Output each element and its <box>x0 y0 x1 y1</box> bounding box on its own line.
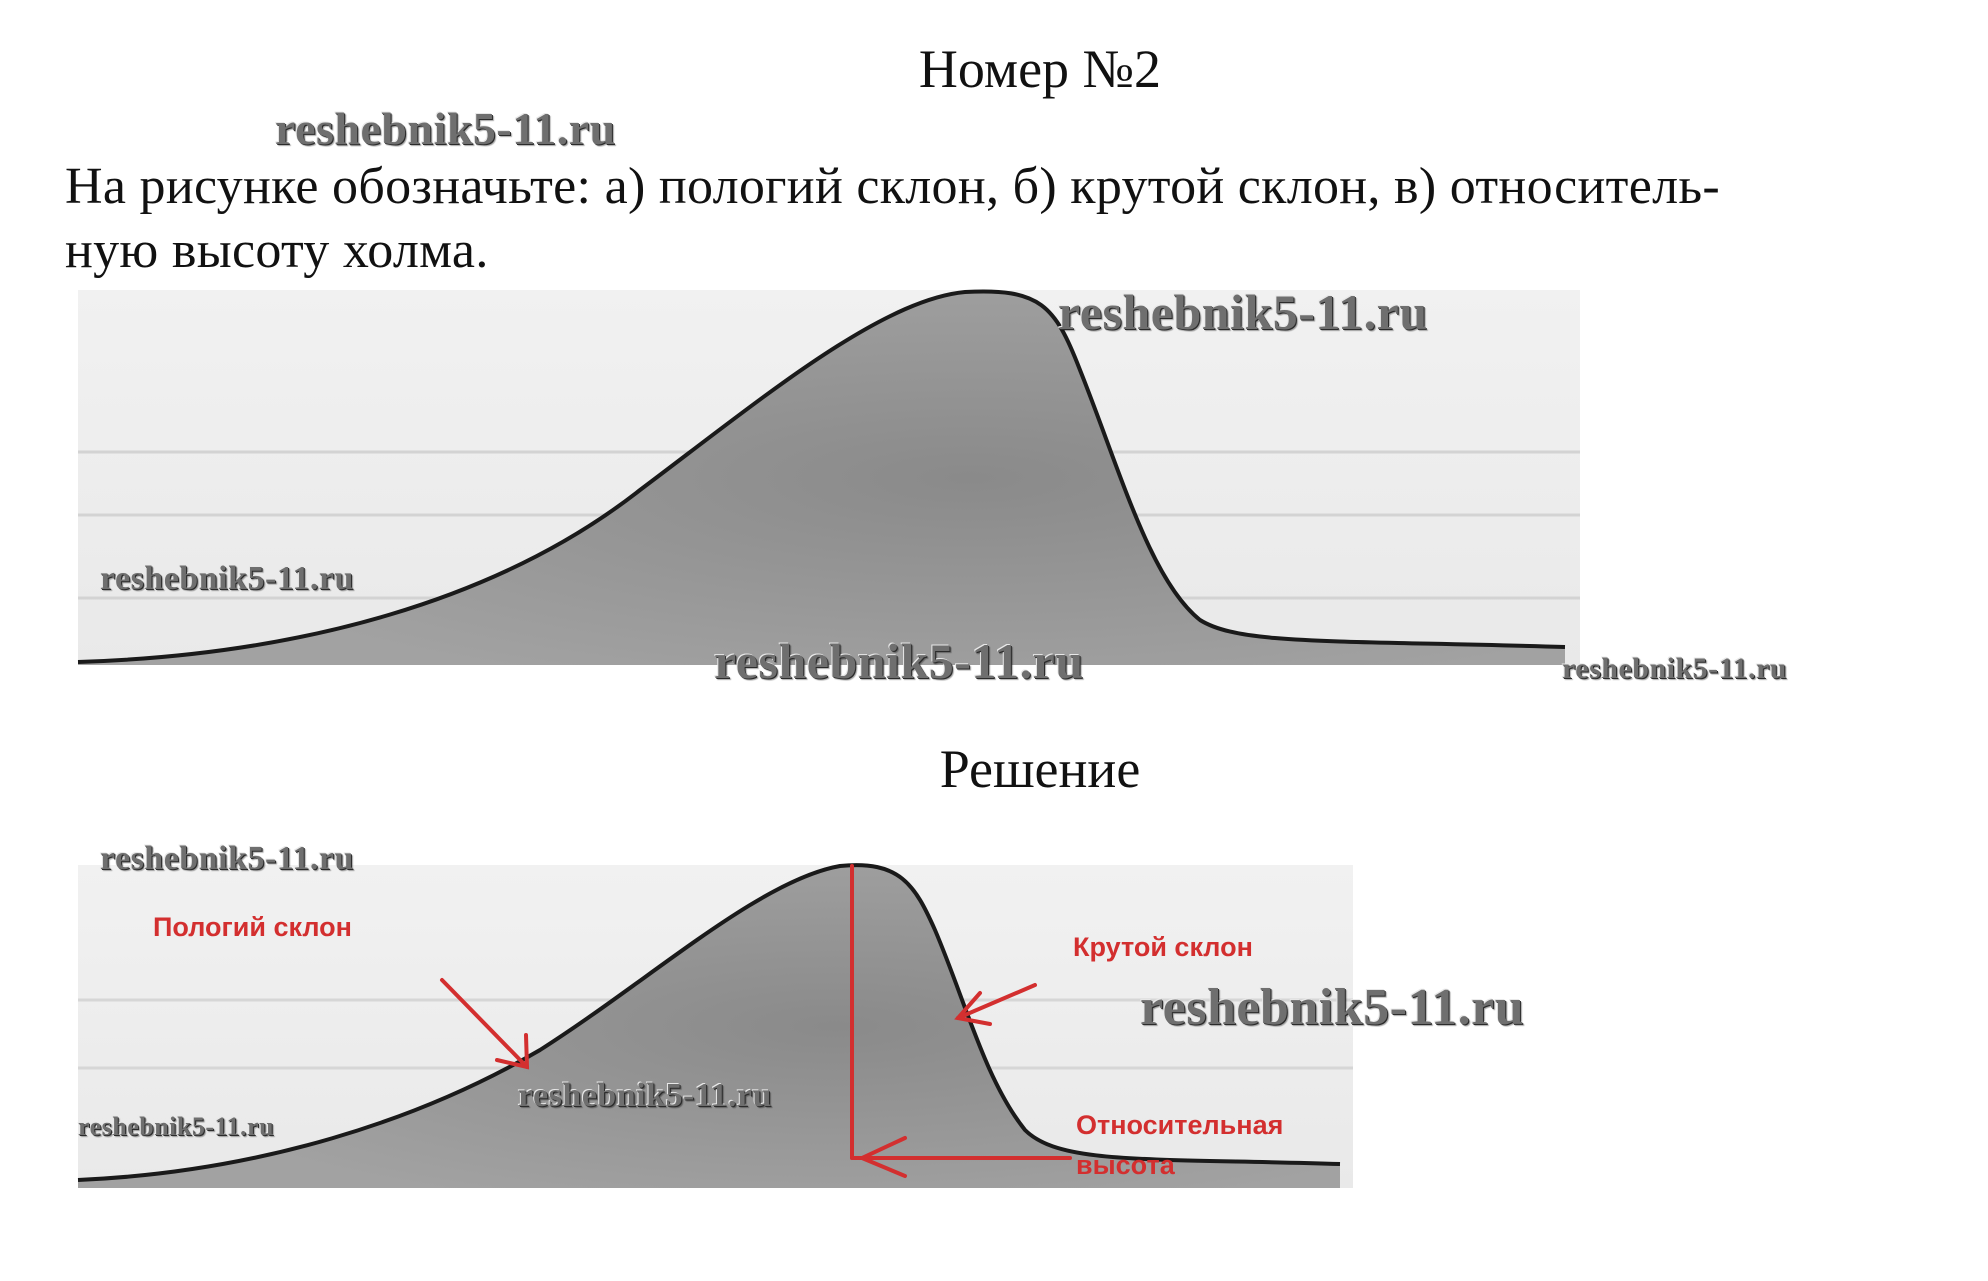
watermark: reshebnik5-11.ru <box>275 103 616 154</box>
steep-slope-label: Крутой склон <box>1073 932 1253 962</box>
relative-height-label-line-1: Относительная <box>1076 1110 1284 1140</box>
task-line-1: На рисунке обозначьте: а) пологий склон,… <box>65 158 1720 215</box>
watermark: reshebnik5-11.ru <box>1058 284 1428 340</box>
watermark: reshebnik5-11.ru <box>1140 979 1525 1036</box>
page-title: Номер №2 <box>918 39 1162 99</box>
gentle-slope-label: Пологий склон <box>153 912 352 942</box>
watermark: reshebnik5-11.ru <box>518 1077 772 1114</box>
watermark: reshebnik5-11.ru <box>100 560 354 597</box>
task-line-2: ную высоту холма. <box>65 222 489 279</box>
watermark: reshebnik5-11.ru <box>78 1112 275 1141</box>
task-text: На рисунке обозначьте: а) пологий склон,… <box>65 155 1945 283</box>
watermark: reshebnik5-11.ru <box>714 633 1084 689</box>
relative-height-label-line-2: высота <box>1076 1150 1175 1180</box>
watermark: reshebnik5-11.ru <box>1562 652 1787 685</box>
watermark: reshebnik5-11.ru <box>100 840 354 877</box>
solution-title: Решение <box>939 739 1141 799</box>
